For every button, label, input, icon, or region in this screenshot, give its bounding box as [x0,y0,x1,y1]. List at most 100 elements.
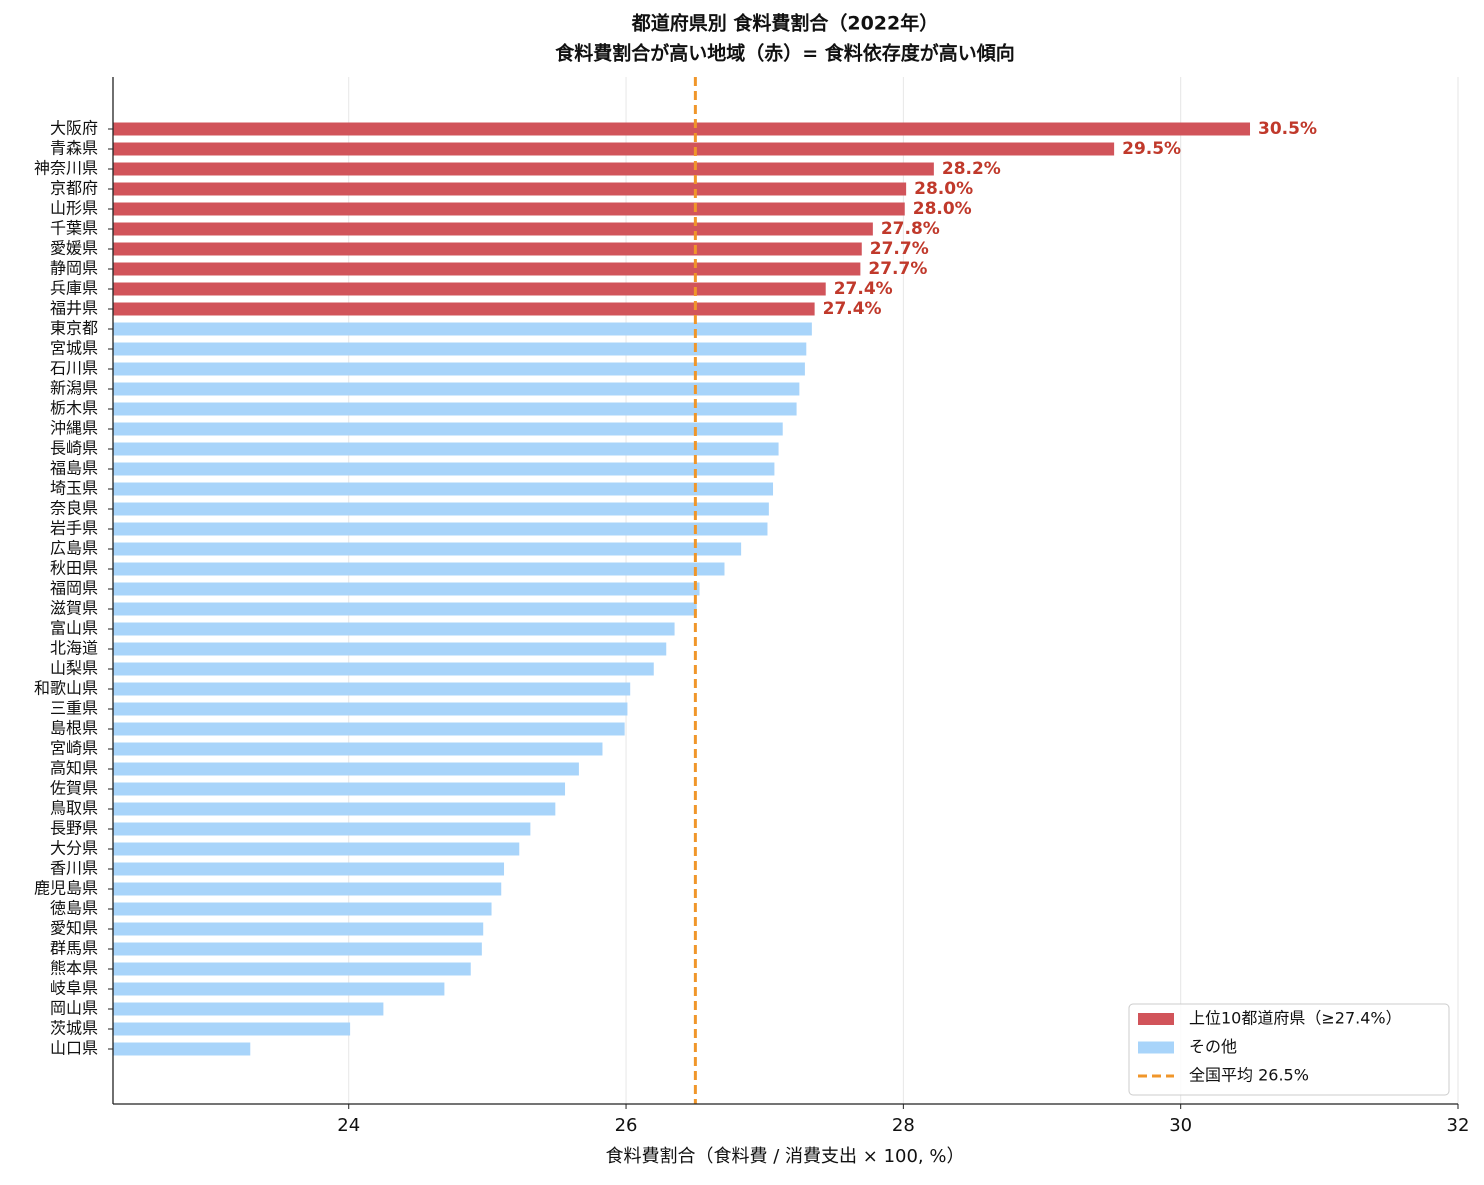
bar [113,362,805,376]
bar [113,182,907,196]
y-tick-label: 大阪府 [50,119,98,138]
value-label: 27.7% [870,239,929,259]
y-tick-label: 島根県 [50,719,98,738]
y-tick-label: 鳥取県 [50,799,98,818]
y-tick-label: 福岡県 [50,579,98,598]
bar [113,262,861,276]
value-label: 29.5% [1122,139,1181,159]
value-label: 27.7% [868,259,927,279]
bar [113,122,1251,136]
bar [113,802,556,816]
value-label: 27.4% [834,279,893,299]
value-label: 28.2% [942,159,1001,179]
y-tick-label: 宮崎県 [50,739,98,758]
y-tick-label: 福井県 [50,299,98,318]
y-tick-label: 香川県 [50,859,98,878]
y-tick-label: 長野県 [50,819,98,838]
bar [113,1042,251,1056]
bar [113,1022,351,1036]
bar [113,662,654,676]
legend-label: 上位10都道府県（≥27.4%） [1189,1009,1402,1028]
bar [113,722,625,736]
x-tick-label: 32 [1447,1115,1470,1136]
y-tick-label: 岩手県 [50,519,98,538]
y-tick-label: 秋田県 [50,559,98,578]
y-tick-label: 兵庫県 [50,279,98,298]
bar [113,602,697,616]
y-tick-label: 神奈川県 [34,159,98,178]
y-tick-label: 和歌山県 [34,679,98,698]
bar [113,702,628,716]
bar [113,622,675,636]
bar [113,822,531,836]
y-tick-label: 佐賀県 [50,779,98,798]
y-tick-label: 福島県 [50,459,98,478]
value-label: 28.0% [914,179,973,199]
bar [113,562,725,576]
bar [113,422,783,436]
y-tick-label: 滋賀県 [50,599,98,618]
bar [113,242,862,256]
legend-swatch [1138,1013,1174,1025]
y-tick-label: 千葉県 [50,219,98,238]
y-tick-label: 鹿児島県 [34,879,98,898]
y-tick-label: 岡山県 [50,999,98,1018]
bar [113,402,797,416]
y-tick-label: 青森県 [50,139,98,158]
bar [113,882,502,896]
y-tick-label: 山口県 [50,1039,98,1058]
x-axis-label: 食料費割合（食料費 / 消費支出 × 100, %） [606,1146,965,1167]
y-tick-label: 奈良県 [50,499,98,518]
bar [113,302,815,316]
y-tick-label: 山梨県 [50,659,98,678]
x-tick-label: 24 [337,1115,360,1136]
bar [113,282,826,296]
y-tick-label: 石川県 [50,359,98,378]
bar [113,682,631,696]
bar [113,542,742,556]
value-label: 27.8% [881,219,940,239]
bar [113,942,482,956]
y-tick-label: 徳島県 [50,899,98,918]
bar [113,782,566,796]
y-tick-label: 長崎県 [50,439,98,458]
bar [113,582,700,596]
bar [113,322,812,336]
bar [113,522,768,536]
y-tick-label: 京都府 [50,179,98,198]
y-tick-label: 沖縄県 [50,419,98,438]
bar [113,762,579,776]
x-tick-label: 30 [1169,1115,1192,1136]
legend-box [1128,1003,1450,1096]
y-tick-label: 三重県 [50,699,98,718]
bar [113,142,1115,156]
bar [113,1002,384,1016]
bar [113,482,774,496]
y-tick-label: 埼玉県 [50,479,98,498]
x-tick-label: 28 [892,1115,915,1136]
y-tick-label: 愛媛県 [50,239,98,258]
bar [113,922,484,936]
legend-label: その他 [1189,1037,1237,1056]
y-tick-label: 茨城県 [50,1019,98,1038]
y-tick-label: 栃木県 [50,399,98,418]
y-tick-label: 大分県 [50,839,98,858]
y-tick-label: 熊本県 [50,959,98,978]
bar [113,162,934,176]
bar [113,742,603,756]
y-tick-label: 広島県 [50,539,98,558]
bar [113,222,873,236]
y-tick-label: 高知県 [50,759,98,778]
y-tick-label: 愛知県 [50,919,98,938]
y-tick-label: 富山県 [50,619,98,638]
chart-subtitle: 食料費割合が高い地域（赤）= 食料依存度が高い傾向 [555,42,1015,65]
bar [113,862,505,876]
y-tick-label: 宮城県 [50,339,98,358]
bar [113,982,445,996]
bar [113,502,769,516]
y-tick-label: 群馬県 [50,939,98,958]
value-label: 27.4% [823,299,882,319]
bar [113,962,471,976]
